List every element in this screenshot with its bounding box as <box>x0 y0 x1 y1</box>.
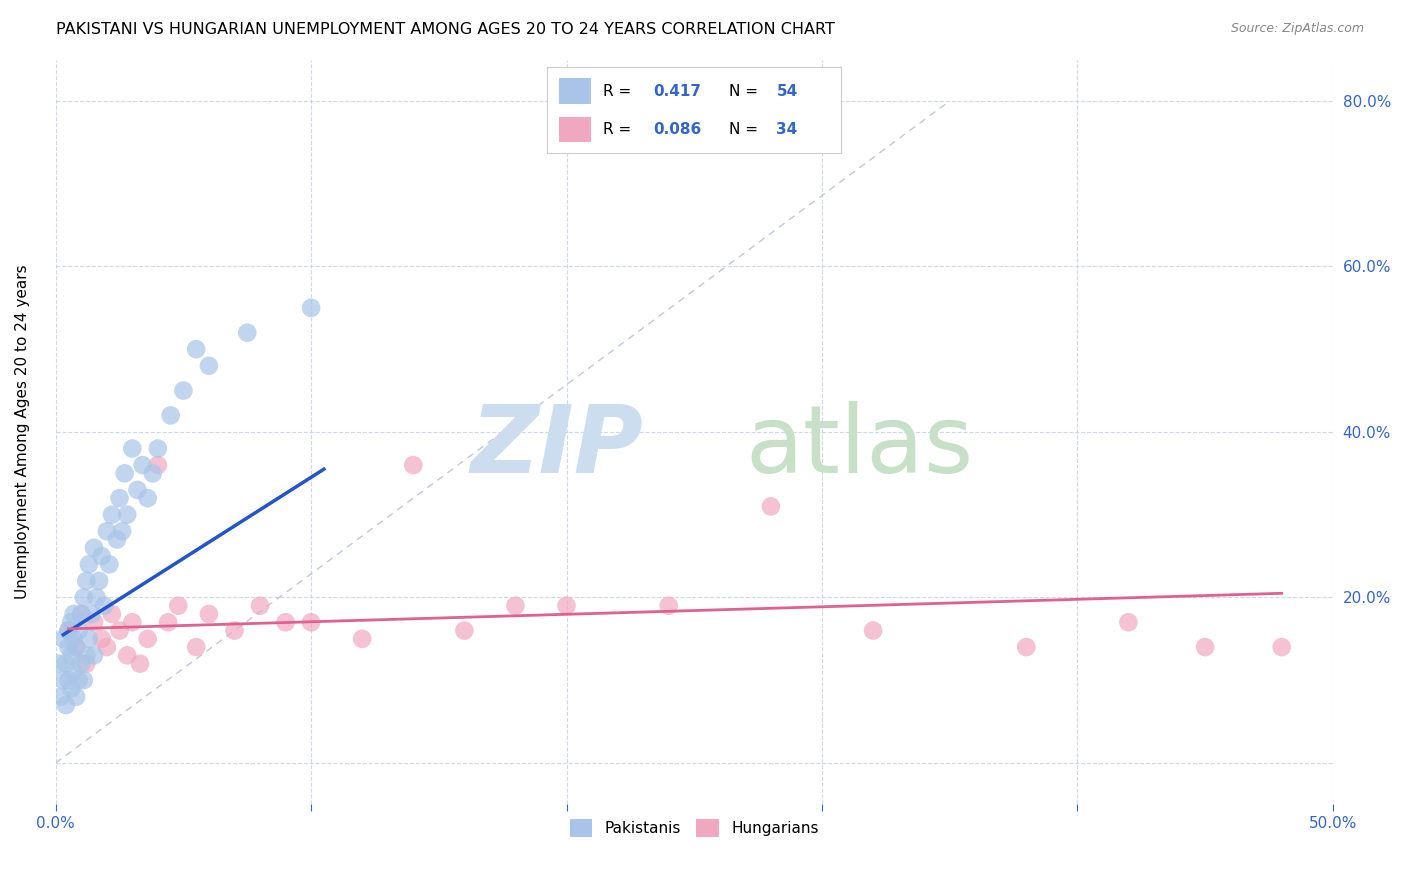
Point <box>352 632 374 646</box>
Point <box>46 657 69 671</box>
Point <box>249 599 271 613</box>
Text: Source: ZipAtlas.com: Source: ZipAtlas.com <box>1230 22 1364 36</box>
Point <box>55 657 77 671</box>
Point <box>658 599 681 613</box>
Point <box>87 574 110 588</box>
Point <box>198 607 221 621</box>
Point <box>98 558 121 572</box>
Point <box>77 558 100 572</box>
Point <box>77 632 100 646</box>
Point <box>65 690 87 704</box>
Point <box>73 673 96 688</box>
Point <box>127 483 149 497</box>
Point <box>299 301 322 315</box>
Point <box>67 624 90 638</box>
Point <box>1118 615 1140 630</box>
Point <box>58 640 80 654</box>
Point <box>186 342 208 356</box>
Point <box>83 615 105 630</box>
Point <box>83 541 105 555</box>
Point <box>759 500 782 514</box>
Point <box>274 615 297 630</box>
Point <box>101 607 124 621</box>
Point <box>58 673 80 688</box>
Point <box>172 384 194 398</box>
Point <box>224 624 246 638</box>
Point <box>75 648 97 663</box>
Point <box>108 624 131 638</box>
Point <box>86 591 108 605</box>
Point <box>159 409 181 423</box>
Point <box>1015 640 1038 654</box>
Point <box>52 673 75 688</box>
Point <box>121 442 143 456</box>
Point <box>70 657 93 671</box>
Point <box>157 615 180 630</box>
Point <box>52 632 75 646</box>
Text: PAKISTANI VS HUNGARIAN UNEMPLOYMENT AMONG AGES 20 TO 24 YEARS CORRELATION CHART: PAKISTANI VS HUNGARIAN UNEMPLOYMENT AMON… <box>56 22 835 37</box>
Point <box>105 533 128 547</box>
Point <box>58 624 80 638</box>
Point <box>453 624 475 638</box>
Point <box>49 690 72 704</box>
Legend: Pakistanis, Hungarians: Pakistanis, Hungarians <box>562 811 827 845</box>
Point <box>299 615 322 630</box>
Point <box>60 648 83 663</box>
Point <box>96 524 118 539</box>
Point <box>90 632 112 646</box>
Point <box>75 574 97 588</box>
Point <box>862 624 884 638</box>
Point <box>83 648 105 663</box>
Point <box>167 599 190 613</box>
Point <box>75 657 97 671</box>
Point <box>115 648 138 663</box>
Point <box>146 458 169 472</box>
Point <box>198 359 221 373</box>
Point <box>1271 640 1294 654</box>
Point <box>236 326 259 340</box>
Point <box>136 491 159 505</box>
Point <box>65 640 87 654</box>
Point <box>73 591 96 605</box>
Point <box>60 615 83 630</box>
Point <box>115 508 138 522</box>
Point <box>505 599 527 613</box>
Point <box>55 698 77 712</box>
Point <box>111 524 134 539</box>
Point <box>60 681 83 696</box>
Point <box>146 442 169 456</box>
Point <box>114 467 136 481</box>
Point <box>186 640 208 654</box>
Point <box>402 458 425 472</box>
Point <box>67 673 90 688</box>
Point <box>80 607 103 621</box>
Point <box>121 615 143 630</box>
Point <box>131 458 153 472</box>
Y-axis label: Unemployment Among Ages 20 to 24 years: Unemployment Among Ages 20 to 24 years <box>15 265 30 599</box>
Point <box>101 508 124 522</box>
Point <box>62 632 84 646</box>
Point <box>1194 640 1216 654</box>
Point <box>70 607 93 621</box>
Point <box>108 491 131 505</box>
Point <box>90 549 112 563</box>
Point <box>129 657 152 671</box>
Point <box>93 599 115 613</box>
Point <box>555 599 578 613</box>
Point <box>136 632 159 646</box>
Point <box>96 640 118 654</box>
Point <box>65 640 87 654</box>
Point <box>58 624 80 638</box>
Point <box>62 607 84 621</box>
Point <box>142 467 165 481</box>
Text: ZIP: ZIP <box>470 401 643 493</box>
Point <box>62 665 84 679</box>
Point <box>70 607 93 621</box>
Text: atlas: atlas <box>745 401 973 493</box>
